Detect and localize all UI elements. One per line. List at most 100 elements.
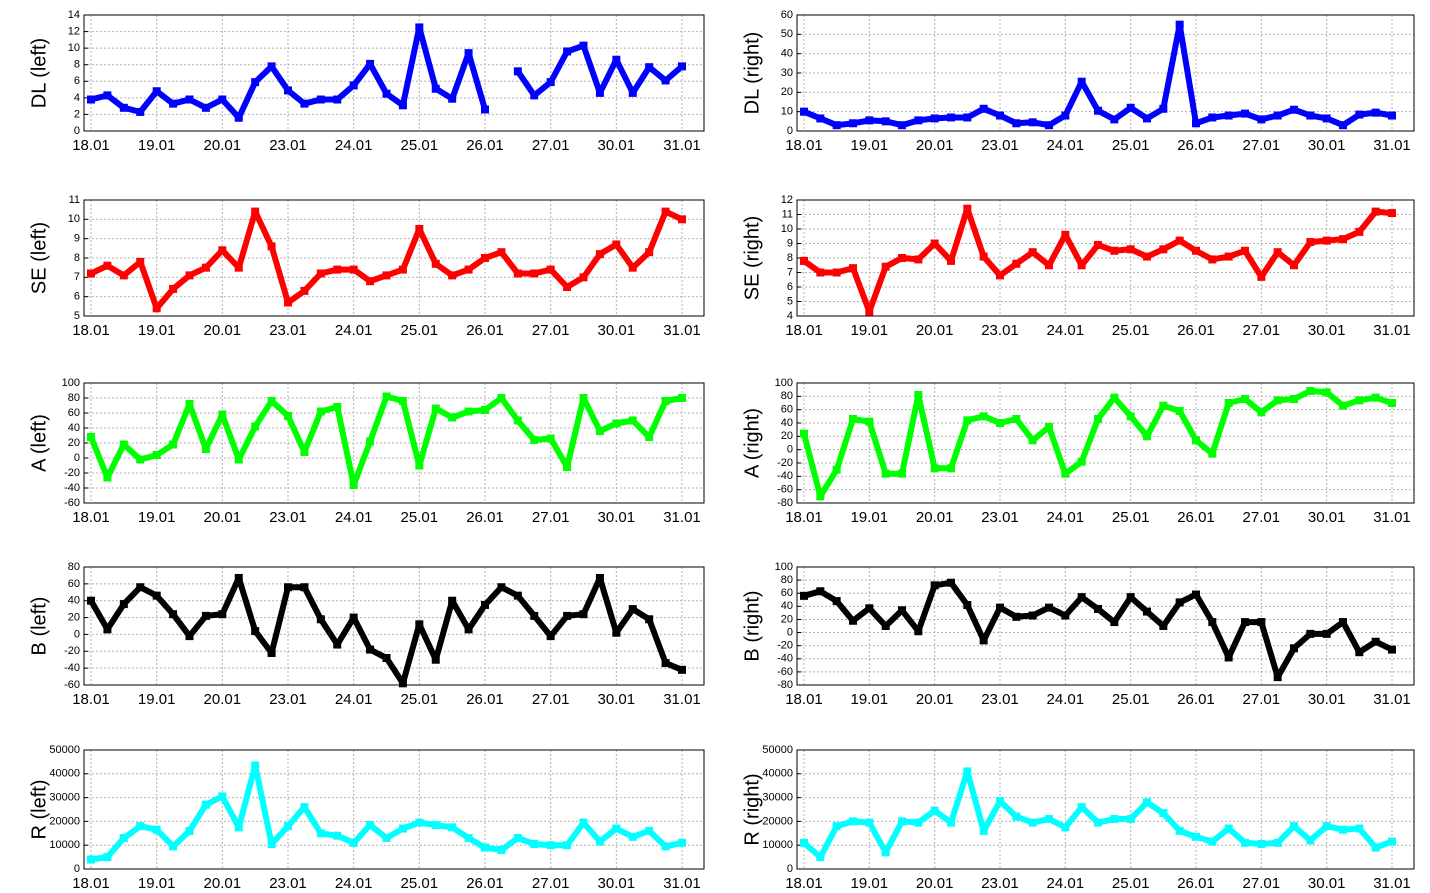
point (366, 437, 375, 446)
point (448, 271, 457, 280)
x-tick-label: 19.01 (138, 137, 176, 154)
subplot: 18.01 19.01 20.01 23.01 24.01 25.01 26.01 27.01… (741, 561, 1415, 708)
point (579, 394, 588, 402)
point (1273, 673, 1282, 682)
point (800, 429, 808, 438)
y-axis-label: R (left) (28, 780, 50, 840)
point (530, 840, 539, 849)
point (415, 23, 424, 32)
plot-frame (83, 199, 705, 317)
series-line (802, 205, 1393, 315)
y-tick-label: -60 (64, 679, 80, 691)
point (645, 615, 654, 624)
x-tick-label: 31.01 (1373, 509, 1411, 526)
y-tick-label: 30000 (762, 792, 793, 804)
point (865, 604, 874, 613)
point (284, 298, 292, 307)
point (645, 433, 654, 441)
point (678, 838, 686, 847)
point (251, 761, 260, 770)
point (595, 427, 604, 435)
point (1339, 235, 1347, 244)
y-tick-label: 6 (74, 291, 80, 303)
y-tick-label: -80 (777, 679, 793, 691)
x-tick-label: 20.01 (916, 509, 954, 526)
x-tick-label: 19.01 (138, 875, 176, 892)
point (1273, 248, 1282, 257)
point (881, 117, 890, 126)
point (316, 407, 325, 416)
point (816, 492, 825, 501)
point (349, 81, 358, 90)
point (1306, 238, 1315, 247)
point (1241, 395, 1249, 403)
x-tick-label: 23.01 (269, 137, 307, 154)
y-tick-label: 30000 (49, 792, 80, 804)
y-tick-label: 40 (781, 48, 793, 60)
y-tick-label: 11 (69, 194, 80, 206)
point (103, 853, 112, 862)
plot-frame (796, 749, 1415, 870)
point (1322, 388, 1331, 397)
point (865, 116, 874, 125)
point (415, 818, 424, 827)
point (1224, 653, 1233, 662)
y-axis-label: R (right) (741, 773, 763, 845)
y-tick-label: 20 (68, 611, 80, 623)
y-tick-label: 40 (68, 595, 80, 607)
point (481, 254, 489, 262)
y-tick-label: 7 (787, 266, 793, 278)
x-tick-label: 24.01 (1047, 137, 1085, 154)
point (398, 397, 407, 405)
point (1241, 109, 1249, 118)
point (947, 464, 955, 473)
point (316, 269, 325, 278)
point (963, 601, 972, 610)
y-tick-label: 4 (787, 310, 793, 322)
point (1012, 259, 1021, 268)
subplot: 18.01 19.01 20.01 23.01 24.01 25.01 26.01 27.01… (741, 9, 1415, 154)
point (382, 89, 391, 98)
point (201, 103, 210, 112)
series-line (803, 579, 1394, 681)
point (947, 578, 955, 587)
y-tick-label: -40 (64, 482, 80, 494)
x-tick-label: 30.01 (598, 137, 636, 154)
point (218, 246, 227, 255)
x-tick-label: 23.01 (981, 322, 1019, 339)
x-tick-label: 25.01 (1112, 509, 1150, 526)
y-tick-label: 20000 (762, 815, 793, 827)
point (152, 451, 161, 459)
point (1175, 407, 1184, 415)
point (579, 610, 588, 619)
point (849, 817, 857, 826)
point (546, 632, 555, 641)
point (1159, 622, 1168, 630)
point (300, 803, 309, 812)
point (333, 640, 342, 649)
point (612, 240, 621, 249)
y-tick-label: 80 (68, 561, 80, 573)
point (497, 583, 506, 592)
y-tick-label: 10 (781, 106, 793, 118)
y-axis-label: SE (right) (741, 216, 763, 300)
point (1290, 822, 1298, 831)
y-tick-label: 4 (74, 92, 80, 104)
x-tick-label: 19.01 (138, 509, 176, 526)
point (1077, 261, 1086, 270)
point (849, 616, 857, 625)
y-tick-label: 10 (68, 42, 80, 54)
point (1306, 629, 1315, 638)
point (497, 845, 506, 854)
y-tick-label: 8 (74, 252, 80, 264)
y-tick-label: 0 (787, 863, 793, 875)
x-tick-label: 20.01 (916, 137, 954, 154)
y-tick-label: 0 (787, 125, 793, 137)
x-tick-label: 18.01 (785, 137, 823, 154)
point (579, 273, 588, 282)
point (169, 610, 178, 619)
point (267, 242, 276, 251)
point (448, 596, 457, 605)
series-line (90, 24, 684, 121)
plot-frame (83, 382, 705, 504)
